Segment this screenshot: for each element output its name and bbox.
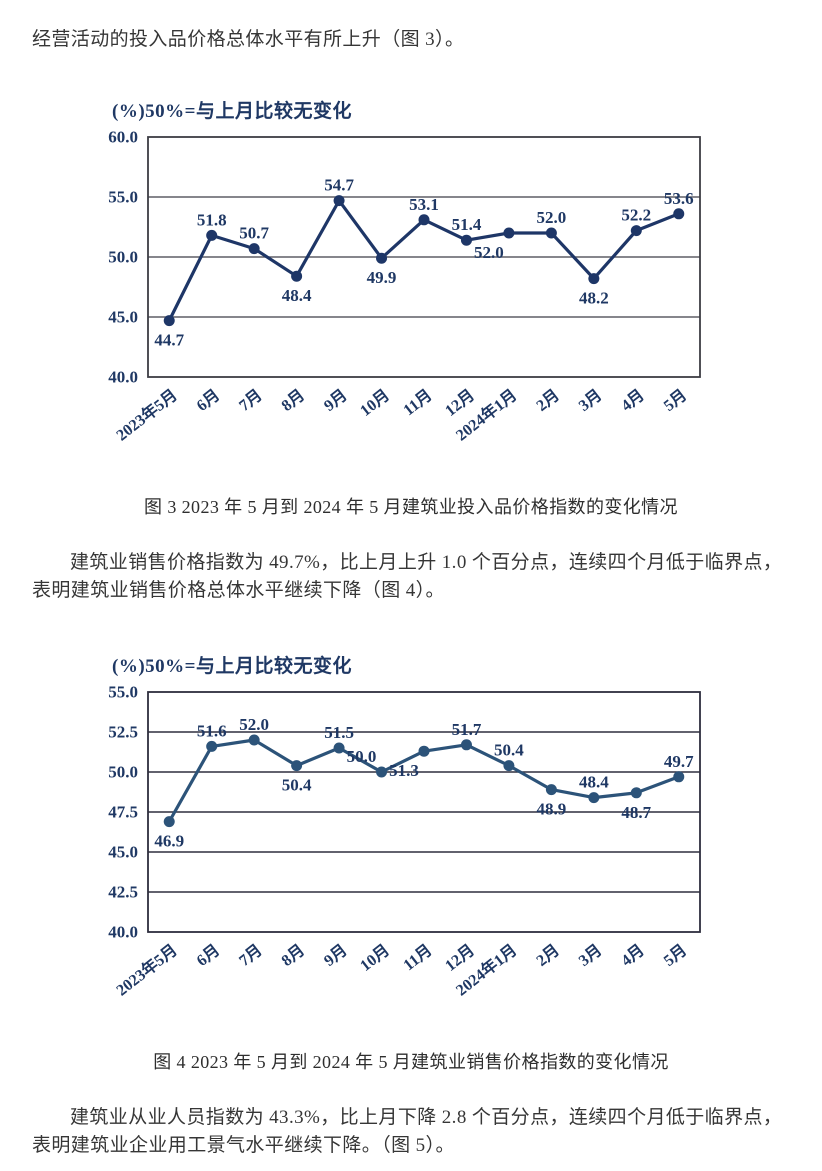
svg-text:55.0: 55.0 (108, 188, 138, 207)
paragraph-sales-line2: 表明建筑业销售价格总体水平继续下降（图 4）。 (32, 580, 445, 601)
svg-text:7月: 7月 (236, 941, 266, 970)
svg-text:50.0: 50.0 (108, 248, 138, 267)
svg-text:50.0: 50.0 (347, 747, 377, 766)
paragraph-sales-index: 建筑业销售价格指数为 49.7%，比上月上升 1.0 个百分点，连续四个月低于临… (32, 549, 792, 605)
svg-text:2023年5月: 2023年5月 (112, 940, 180, 999)
svg-text:51.8: 51.8 (197, 210, 227, 229)
svg-text:4月: 4月 (618, 386, 648, 415)
svg-text:51.6: 51.6 (197, 721, 227, 740)
svg-text:2023年5月: 2023年5月 (112, 385, 180, 444)
paragraph-labor-index: 建筑业从业人员指数为 43.3%，比上月下降 2.8 个百分点，连续四个月低于临… (32, 1104, 792, 1160)
svg-text:6月: 6月 (193, 941, 223, 970)
svg-text:10月: 10月 (357, 941, 393, 975)
svg-text:5月: 5月 (660, 941, 690, 970)
svg-text:55.0: 55.0 (108, 683, 138, 702)
figure4-caption: 图 4 2023 年 5 月到 2024 年 5 月建筑业销售价格指数的变化情况 (153, 1052, 669, 1072)
svg-text:48.2: 48.2 (579, 289, 609, 308)
figure3-caption: 图 3 2023 年 5 月到 2024 年 5 月建筑业投入品价格指数的变化情… (144, 497, 678, 517)
svg-text:44.7: 44.7 (154, 331, 184, 350)
svg-text:40.0: 40.0 (108, 923, 138, 942)
svg-text:51.5: 51.5 (324, 723, 354, 742)
svg-text:9月: 9月 (321, 386, 351, 415)
svg-text:8月: 8月 (278, 386, 308, 415)
svg-text:50.7: 50.7 (239, 224, 269, 243)
svg-text:9月: 9月 (321, 941, 351, 970)
svg-text:53.6: 53.6 (664, 189, 694, 208)
svg-text:3月: 3月 (575, 386, 605, 415)
chart1-line-plot: 60.0 55.0 50.0 45.0 40.0 44.7 51.8 50.7 48.4 54.7… (108, 128, 701, 444)
svg-text:47.5: 47.5 (108, 803, 138, 822)
svg-text:46.9: 46.9 (154, 832, 184, 851)
svg-text:50.4: 50.4 (282, 776, 312, 795)
svg-text:6月: 6月 (193, 386, 223, 415)
svg-text:48.4: 48.4 (579, 773, 609, 792)
svg-text:52.2: 52.2 (621, 206, 651, 225)
paragraph-intro: 经营活动的投入品价格总体水平有所上升（图 3）。 (32, 29, 465, 50)
svg-text:8月: 8月 (278, 941, 308, 970)
svg-text:52.0: 52.0 (474, 243, 504, 262)
svg-text:49.9: 49.9 (367, 268, 397, 287)
svg-text:42.5: 42.5 (108, 883, 138, 902)
svg-text:11月: 11月 (400, 941, 436, 974)
svg-text:49.7: 49.7 (664, 752, 694, 771)
svg-text:51.4: 51.4 (452, 215, 482, 234)
figure-4: (%)50%=与上月比较无变化 55.0 52.5 50.0 47.5 45.0 42.5… (0, 651, 822, 1074)
chart1-title: (%)50%=与上月比较无变化 (112, 101, 352, 122)
chart2-title: (%)50%=与上月比较无变化 (112, 656, 352, 677)
svg-text:52.0: 52.0 (239, 715, 269, 734)
svg-text:3月: 3月 (575, 941, 605, 970)
svg-text:53.1: 53.1 (409, 195, 439, 214)
svg-text:40.0: 40.0 (108, 368, 138, 387)
svg-text:2月: 2月 (533, 941, 563, 970)
svg-text:51.7: 51.7 (452, 720, 482, 739)
paragraph-sales-line1: 建筑业销售价格指数为 49.7%，比上月上升 1.0 个百分点，连续四个月低于临… (70, 552, 783, 573)
svg-text:52.5: 52.5 (108, 723, 138, 742)
svg-text:48.9: 48.9 (537, 800, 567, 819)
svg-text:50.4: 50.4 (494, 741, 524, 760)
svg-text:5月: 5月 (660, 386, 690, 415)
svg-text:50.0: 50.0 (108, 763, 138, 782)
svg-text:4月: 4月 (618, 941, 648, 970)
chart2-line-plot: 55.0 52.5 50.0 47.5 45.0 42.5 40.0 46.9 51.6 52.0… (108, 683, 701, 999)
svg-text:10月: 10月 (357, 386, 393, 420)
svg-text:51.3: 51.3 (389, 761, 419, 780)
svg-text:48.4: 48.4 (282, 286, 312, 305)
svg-text:11月: 11月 (400, 386, 436, 419)
svg-text:54.7: 54.7 (324, 176, 354, 195)
figure-3: (%)50%=与上月比较无变化 60.0 55.0 50.0 45.0 40.0 44.7… (0, 96, 822, 519)
svg-text:60.0: 60.0 (108, 128, 138, 147)
paragraph-labor-line2: 表明建筑业企业用工景气水平继续下降。（图 5）。 (32, 1135, 455, 1156)
svg-text:48.7: 48.7 (621, 803, 651, 822)
paragraph-labor-line1: 建筑业从业人员指数为 43.3%，比上月下降 2.8 个百分点，连续四个月低于临… (70, 1107, 783, 1128)
svg-text:2月: 2月 (533, 386, 563, 415)
svg-text:52.0: 52.0 (537, 208, 567, 227)
svg-text:45.0: 45.0 (108, 308, 138, 327)
svg-text:45.0: 45.0 (108, 843, 138, 862)
svg-text:7月: 7月 (236, 386, 266, 415)
